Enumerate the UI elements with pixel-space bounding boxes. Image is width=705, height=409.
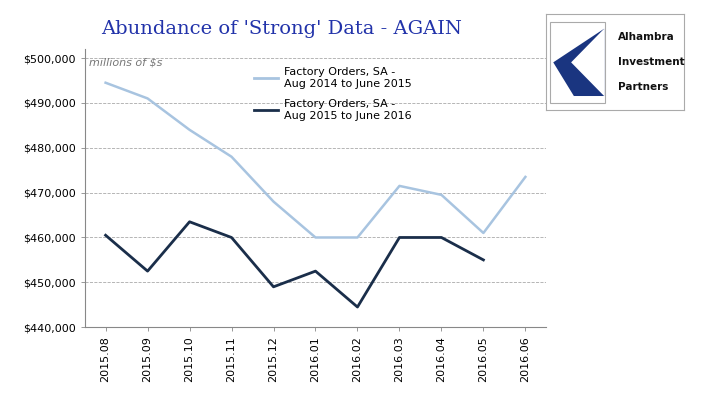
Text: Partners: Partners (618, 82, 668, 92)
Text: Alhambra: Alhambra (618, 31, 675, 42)
Text: Investment: Investment (618, 56, 685, 67)
Text: millions of $s: millions of $s (90, 57, 163, 67)
Polygon shape (553, 29, 604, 96)
Polygon shape (571, 29, 604, 96)
Legend: Factory Orders, SA -
Aug 2014 to June 2015, Factory Orders, SA -
Aug 2015 to Jun: Factory Orders, SA - Aug 2014 to June 20… (250, 63, 416, 125)
FancyBboxPatch shape (551, 22, 606, 103)
Text: Abundance of 'Strong' Data - AGAIN: Abundance of 'Strong' Data - AGAIN (102, 20, 462, 38)
